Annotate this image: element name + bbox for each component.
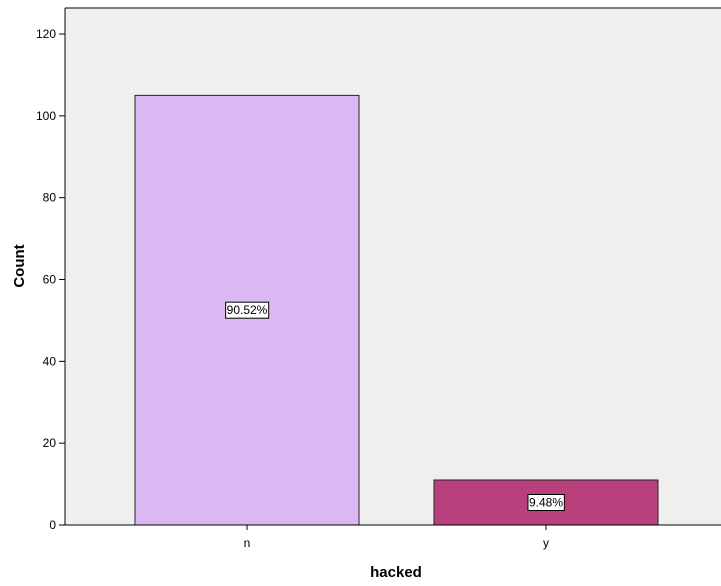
y-tick-label: 120	[36, 27, 56, 41]
data-labels-layer: 90.52% 9.48%	[225, 301, 565, 511]
data-label-box	[225, 301, 270, 319]
data-label-text: 9.48%	[529, 495, 563, 509]
data-label-box	[527, 493, 565, 511]
data-label-y: 9.48%	[527, 493, 565, 511]
data-label-text: 90.52%	[227, 303, 268, 317]
y-ticks-layer: 0 20 40 60 80 100 120	[36, 27, 65, 532]
axes-layer	[64, 7, 721, 526]
y-tick-label: 80	[43, 191, 57, 205]
y-tick-label: 0	[49, 518, 56, 532]
y-axis-title: Count	[11, 244, 28, 287]
y-tick-label: 60	[43, 273, 57, 287]
y-tick-label: 40	[43, 354, 57, 368]
y-tick-label: 20	[43, 436, 57, 450]
y-tick-label: 100	[36, 109, 56, 123]
x-axis-title: hacked	[370, 564, 422, 581]
x-tick-label-y: y	[543, 536, 549, 550]
x-tick-label-n: n	[244, 536, 251, 550]
data-label-n: 90.52%	[225, 301, 270, 319]
